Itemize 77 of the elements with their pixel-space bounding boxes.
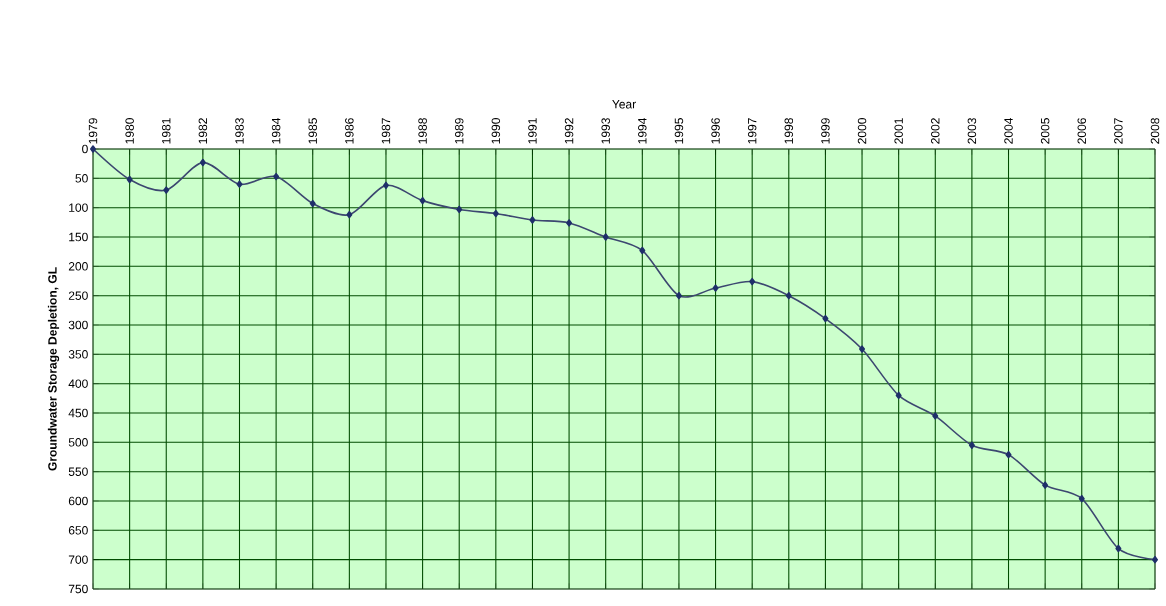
point [236,180,243,188]
x-tick-label: 1986 [345,118,354,144]
x-tick-label: 2005 [1040,118,1050,144]
x-tick-label: 2001 [894,118,903,144]
x-tick-label: 1993 [601,118,610,144]
y-tick-label: 400 [68,379,88,388]
x-tick-label: 1987 [381,118,391,144]
x-tick-label: 1982 [198,118,208,144]
y-tick-label: 700 [68,555,88,564]
x-tick-label: 2003 [967,118,977,144]
y-tick-label: 750 [68,584,88,594]
x-tick-label: 2004 [1004,117,1013,144]
x-tick-label: 1991 [528,118,537,144]
y-tick-label: 250 [68,291,88,300]
y-tick-label: 300 [68,320,88,330]
y-tick-label: 100 [69,203,88,212]
point [859,345,866,353]
x-tick-label: 1988 [418,118,427,144]
point [529,216,536,224]
y-tick-label: 550 [68,467,88,476]
x-tick-label: 1980 [125,118,134,144]
point [822,314,829,323]
y-tick-label: 50 [75,174,88,183]
x-tick-label: 1979 [88,118,98,144]
point [602,233,609,241]
y-tick-label: 150 [69,232,88,242]
x-axis-title: Year [612,100,636,109]
y-axis-title: Groundwater Storage Depletion, GL [47,267,60,471]
y-tick-label: 0 [82,144,88,154]
point [163,186,170,194]
x-tick-label: 1998 [784,118,794,144]
x-tick-label: 2000 [857,118,867,144]
x-tick-label: 1996 [711,118,720,144]
x-tick-label: 1995 [674,118,684,144]
x-tick-label: 1990 [491,118,501,144]
point [566,219,573,227]
point [639,246,646,255]
point [309,199,316,208]
x-tick-label: 1983 [235,118,244,144]
x-tick-label: 1992 [564,118,574,144]
y-tick-label: 650 [68,526,88,535]
y-tick-label: 350 [68,350,88,359]
x-tick-label: 2008 [1150,118,1160,144]
point [675,291,682,300]
x-tick-label: 1984 [271,117,281,144]
x-tick-label: 1989 [454,118,464,144]
point [199,158,206,167]
x-tick-label: 1997 [747,118,757,144]
point [785,291,792,300]
point [346,210,353,219]
y-tick-label: 600 [68,496,88,506]
point [968,441,975,449]
y-tick-label: 450 [68,408,88,418]
point [126,175,133,184]
x-tick-label: 1981 [162,118,171,144]
point [712,284,719,292]
point [492,209,499,218]
x-tick-label: 2006 [1077,118,1087,144]
point [932,412,939,420]
x-tick-label: 2007 [1114,118,1123,144]
point [1078,494,1085,503]
point [749,277,756,286]
x-tick-label: 1994 [638,117,647,144]
x-tick-label: 1985 [308,118,317,144]
x-tick-label: 2002 [931,118,940,144]
point [456,205,463,214]
point [1042,481,1049,489]
point [895,391,902,400]
point [382,181,389,190]
x-tick-label: 1999 [821,118,830,144]
y-tick-label: 200 [68,262,88,271]
y-tick-label: 500 [68,438,88,447]
point [90,145,97,153]
point [419,196,426,205]
point [1115,544,1122,553]
point [273,172,280,181]
point [1005,450,1012,459]
